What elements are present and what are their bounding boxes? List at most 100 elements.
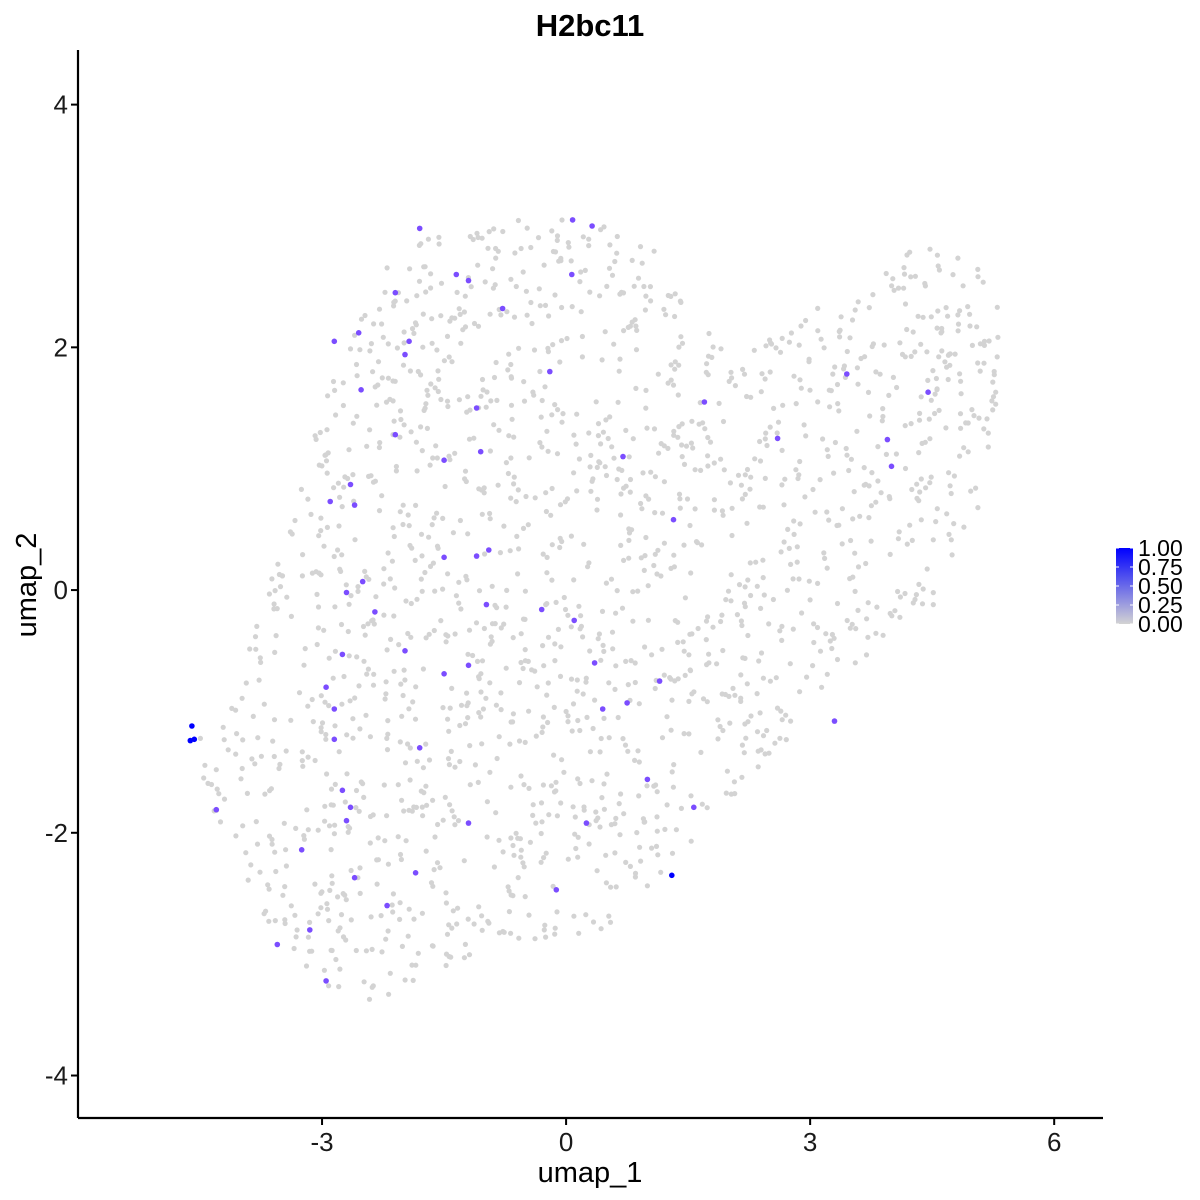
background-cell-point bbox=[794, 544, 800, 550]
background-cell-point bbox=[745, 632, 751, 639]
background-cell-point bbox=[358, 779, 364, 785]
background-cell-point bbox=[718, 456, 724, 462]
background-cell-point bbox=[471, 435, 477, 441]
background-cell-point bbox=[912, 596, 918, 603]
background-cell-point bbox=[653, 843, 660, 850]
background-cell-point bbox=[452, 822, 458, 828]
background-cell-point bbox=[767, 424, 773, 430]
expressing-cell-point bbox=[213, 806, 220, 813]
background-cell-point bbox=[715, 717, 721, 723]
background-cell-point bbox=[670, 784, 677, 790]
background-cell-point bbox=[299, 749, 305, 755]
background-cell-point bbox=[652, 685, 658, 692]
background-cell-point bbox=[952, 351, 958, 357]
background-cell-point bbox=[659, 510, 666, 516]
background-cell-point bbox=[518, 631, 524, 637]
background-cell-point bbox=[659, 646, 665, 652]
background-cell-point bbox=[360, 623, 367, 630]
background-cell-point bbox=[465, 715, 471, 721]
background-cell-point bbox=[490, 285, 496, 291]
background-cell-point bbox=[739, 742, 746, 748]
background-cell-point bbox=[392, 585, 398, 591]
background-cell-point bbox=[621, 485, 627, 491]
chart-title: H2bc11 bbox=[536, 8, 645, 43]
background-cell-point bbox=[399, 797, 405, 803]
background-cell-point bbox=[946, 470, 952, 476]
background-cell-point bbox=[633, 347, 640, 353]
background-cell-point bbox=[245, 877, 251, 883]
background-cell-point bbox=[522, 588, 529, 594]
background-cell-point bbox=[338, 621, 345, 628]
background-cell-point bbox=[627, 863, 634, 870]
background-cell-point bbox=[271, 753, 277, 760]
background-cell-point bbox=[818, 336, 824, 342]
background-cell-point bbox=[763, 343, 769, 349]
background-cell-point bbox=[322, 818, 328, 824]
background-cell-point bbox=[346, 653, 352, 659]
background-cell-point bbox=[466, 627, 473, 633]
background-cell-point bbox=[766, 621, 772, 627]
background-cell-point bbox=[326, 703, 332, 709]
background-cell-point bbox=[447, 318, 453, 324]
background-cell-point bbox=[832, 439, 839, 446]
background-cell-point bbox=[967, 323, 973, 329]
background-cell-point bbox=[576, 603, 582, 609]
background-cell-point bbox=[761, 592, 767, 598]
background-cell-point bbox=[927, 246, 933, 252]
background-cell-point bbox=[353, 805, 359, 811]
background-cell-point bbox=[873, 499, 879, 505]
expressing-cell-point bbox=[553, 887, 560, 893]
expressing-cell-point bbox=[571, 617, 577, 624]
background-cell-point bbox=[554, 233, 561, 239]
background-cell-point bbox=[420, 666, 426, 672]
background-cell-point bbox=[827, 638, 833, 644]
background-cell-point bbox=[544, 570, 550, 576]
background-cell-point bbox=[758, 650, 765, 656]
background-cell-point bbox=[389, 902, 395, 908]
background-cell-point bbox=[536, 286, 542, 292]
background-cell-point bbox=[552, 641, 558, 647]
background-cell-point bbox=[365, 666, 371, 672]
background-cell-point bbox=[626, 555, 632, 561]
background-cell-point bbox=[613, 610, 619, 616]
background-cell-point bbox=[669, 697, 675, 703]
background-cell-point bbox=[281, 820, 287, 826]
background-cell-point bbox=[965, 304, 971, 310]
background-cell-point bbox=[936, 354, 942, 360]
background-cell-point bbox=[870, 292, 876, 298]
background-cell-point bbox=[748, 713, 754, 719]
background-cell-point bbox=[395, 834, 401, 840]
background-cell-point bbox=[443, 639, 449, 645]
background-cell-point bbox=[601, 806, 608, 812]
background-cell-point bbox=[483, 695, 489, 701]
background-cell-point bbox=[625, 748, 631, 754]
background-cell-point bbox=[836, 328, 842, 335]
background-cell-point bbox=[938, 330, 944, 336]
background-cell-point bbox=[945, 313, 951, 319]
background-cell-point bbox=[623, 658, 629, 665]
background-cell-point bbox=[639, 260, 645, 266]
background-cell-point bbox=[779, 623, 785, 630]
background-cell-point bbox=[782, 476, 788, 482]
background-cell-point bbox=[548, 783, 555, 789]
background-cell-point bbox=[565, 719, 571, 725]
background-cell-point bbox=[788, 330, 795, 336]
background-cell-point bbox=[916, 450, 922, 456]
background-cell-point bbox=[403, 598, 409, 604]
background-cell-point bbox=[482, 279, 488, 285]
background-cell-point bbox=[620, 290, 627, 296]
background-cell-point bbox=[728, 598, 734, 604]
background-cell-point bbox=[867, 413, 873, 419]
background-cell-point bbox=[698, 467, 704, 473]
expressing-cell-point bbox=[644, 776, 651, 783]
background-cell-point bbox=[247, 646, 253, 652]
background-cell-point bbox=[873, 369, 879, 375]
background-cell-point bbox=[990, 394, 997, 400]
background-cell-point bbox=[969, 342, 976, 348]
background-cell-point bbox=[367, 427, 373, 433]
background-cell-point bbox=[399, 943, 405, 950]
background-cell-point bbox=[479, 741, 485, 747]
background-cell-point bbox=[444, 333, 451, 339]
background-cell-point bbox=[534, 684, 540, 690]
background-cell-point bbox=[632, 660, 638, 666]
